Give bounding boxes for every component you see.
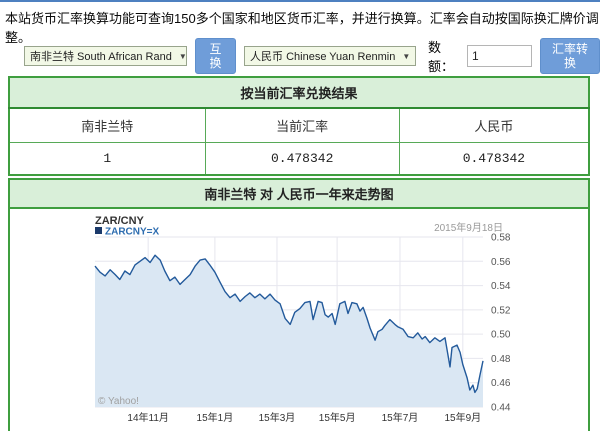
col-header-rate: 当前汇率 bbox=[204, 107, 400, 143]
yahoo-watermark: © Yahoo! bbox=[98, 396, 139, 407]
chart-plot-area: 0.58 0.56 0.54 0.52 0.50 0.48 0.46 0.44 14年11月 15… bbox=[94, 233, 511, 424]
x-axis-tick-label: 15年3月 bbox=[259, 411, 296, 424]
col-header-to: 人民币 bbox=[398, 107, 590, 143]
table-caption: 按当前汇率兑换结果 bbox=[8, 76, 590, 109]
swap-button[interactable]: 互换 bbox=[195, 38, 237, 74]
amount-input[interactable] bbox=[466, 45, 532, 67]
chart-body: 0.58 0.56 0.54 0.52 0.50 0.48 0.46 0.44 14年11月 15… bbox=[10, 209, 588, 433]
x-axis-tick-label: 15年5月 bbox=[319, 411, 356, 424]
table-row: 1 0.478342 0.478342 bbox=[8, 142, 590, 176]
converter-controls: 南非兰特 South African Rand ▼ 互换 人民币 Chinese… bbox=[24, 37, 600, 75]
cell-rate: 0.478342 bbox=[204, 142, 400, 176]
x-axis-tick-label: 15年9月 bbox=[444, 411, 481, 424]
cell-amount: 1 bbox=[8, 142, 206, 176]
chart-section: 南非兰特 对 人民币一年来走势图 0.58 0.56 0.54 0.52 0.50 0.4… bbox=[8, 178, 590, 433]
table-caption-row: 按当前汇率兑换结果 bbox=[8, 76, 590, 109]
y-axis-tick-label: 0.54 bbox=[491, 281, 511, 292]
y-axis-tick-label: 0.56 bbox=[491, 257, 511, 268]
y-axis-tick-label: 0.58 bbox=[491, 233, 511, 244]
chevron-down-icon: ▼ bbox=[402, 51, 411, 61]
legend-swatch-icon bbox=[95, 227, 102, 234]
amount-label: 数额： bbox=[428, 40, 455, 74]
from-currency-label: 南非兰特 South African Rand bbox=[30, 51, 172, 63]
y-axis-tick-label: 0.48 bbox=[491, 354, 511, 365]
to-currency-select[interactable]: 人民币 Chinese Yuan Renmin ▼ bbox=[244, 46, 417, 66]
chart-annotations: ZAR/CNY ZARCNY=X 2015年9月18日 © Yahoo! bbox=[95, 215, 503, 407]
table-header-row: 南非兰特 当前汇率 人民币 bbox=[8, 107, 590, 143]
chart-title: ZAR/CNY bbox=[95, 215, 145, 227]
rate-line bbox=[94, 254, 484, 394]
rate-area-fill bbox=[95, 255, 483, 407]
convert-button[interactable]: 汇率转换 bbox=[539, 38, 600, 74]
from-currency-select[interactable]: 南非兰特 South African Rand ▼ bbox=[24, 46, 187, 66]
x-axis-tick-label: 14年11月 bbox=[127, 411, 169, 424]
legend-label: ZARCNY=X bbox=[105, 227, 160, 238]
x-axis-tick-label: 15年7月 bbox=[382, 411, 419, 424]
cell-converted: 0.478342 bbox=[398, 142, 590, 176]
x-axis-tick-label: 15年1月 bbox=[197, 411, 234, 424]
y-axis-tick-label: 0.50 bbox=[491, 330, 511, 341]
to-currency-label: 人民币 Chinese Yuan Renmin bbox=[250, 51, 396, 63]
y-axis-tick-label: 0.44 bbox=[491, 403, 511, 414]
result-table: 按当前汇率兑换结果 南非兰特 当前汇率 人民币 1 0.478342 0.478… bbox=[8, 76, 590, 176]
col-header-from: 南非兰特 bbox=[8, 107, 206, 143]
y-axis-tick-label: 0.52 bbox=[491, 305, 511, 316]
chevron-down-icon: ▼ bbox=[178, 51, 187, 61]
intro-text: 本站货币汇率换算功能可查询150多个国家和地区货币汇率，并进行换算。汇率会自动按… bbox=[5, 11, 599, 45]
y-axis-tick-label: 0.46 bbox=[491, 378, 511, 389]
chart-date-label: 2015年9月18日 bbox=[434, 221, 503, 234]
chart-section-title: 南非兰特 对 人民币一年来走势图 bbox=[10, 180, 588, 209]
zarcny-trend-chart: 0.58 0.56 0.54 0.52 0.50 0.48 0.46 0.44 14年11月 15… bbox=[94, 215, 511, 424]
